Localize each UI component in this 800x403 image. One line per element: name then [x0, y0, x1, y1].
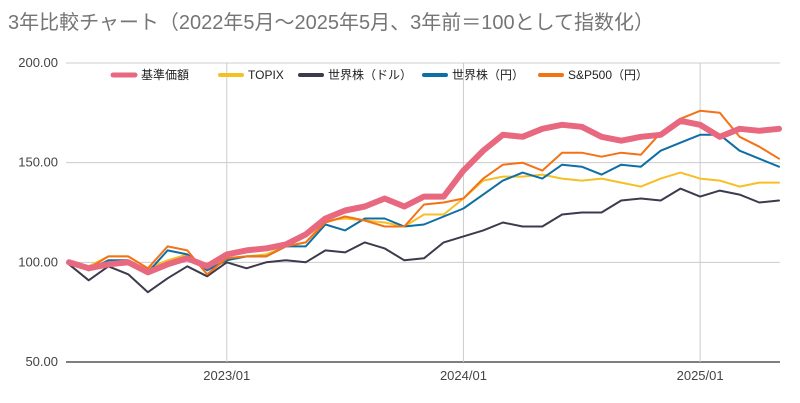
series-line-2 — [68, 133, 780, 274]
chart-title: 3年比較チャート（2022年5月〜2025年5月、3年前＝100として指数化） — [8, 12, 655, 34]
legend-label: 基準価額 — [141, 67, 189, 82]
series-line-1 — [68, 187, 780, 294]
y-tick-label: 100.00 — [18, 254, 58, 269]
y-tick-label: 50.00 — [25, 354, 58, 369]
grid-layer — [66, 62, 780, 363]
series-line-0 — [68, 171, 780, 270]
legend: 基準価額 TOPIX 世界株（ドル） 世界株（円） S&P500（円） — [110, 67, 648, 82]
legend-label: TOPIX — [248, 68, 284, 82]
y-tick-label: 150.00 — [18, 155, 58, 170]
series-line-4 — [66, 117, 782, 276]
legend-label: S&P500（円） — [568, 68, 648, 82]
legend-label: 世界株（ドル） — [328, 67, 412, 82]
legend-label: 世界株（円） — [452, 67, 524, 82]
series-layer — [66, 109, 782, 294]
y-tick-label: 200.00 — [18, 55, 58, 70]
x-tick-label: 2025/01 — [677, 368, 724, 383]
axis-layer: 50.00 100.00 150.00 200.00 2023/01 2024/01 202… — [18, 55, 723, 383]
x-tick-label: 2023/01 — [203, 368, 250, 383]
x-tick-label: 2024/01 — [440, 368, 487, 383]
